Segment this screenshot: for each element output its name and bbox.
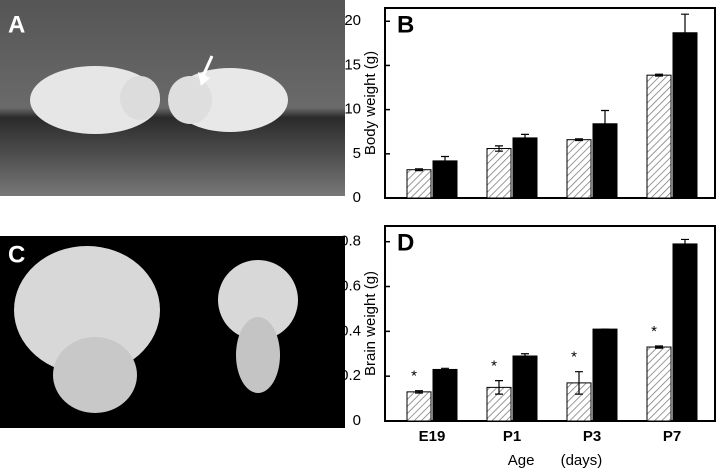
y-axis-label: Body weight (g) [362, 51, 379, 155]
annotation: * [651, 323, 657, 340]
y-tick-label: 0 [353, 189, 361, 206]
x-tick-label: E19 [419, 428, 446, 445]
annotation: * [411, 368, 417, 385]
bar [486, 148, 512, 199]
error-bar [681, 13, 689, 52]
panel-label: A [8, 11, 25, 38]
bar [672, 243, 698, 422]
bar [592, 328, 618, 422]
error-bar [575, 138, 583, 142]
x-tick-label: P1 [503, 428, 521, 445]
error-bar [441, 367, 449, 372]
bar [512, 137, 538, 199]
y-axis-label: Brain weight (g) [362, 271, 379, 376]
error-bar [575, 371, 583, 395]
bar [432, 160, 458, 199]
bar [432, 368, 458, 422]
bar [512, 355, 538, 422]
error-bar [601, 109, 609, 138]
error-bar [681, 238, 689, 250]
error-bar [495, 380, 503, 395]
error-bar [521, 133, 529, 143]
error-bar [441, 155, 449, 166]
error-bar [415, 390, 423, 394]
x-tick-label: P3 [583, 428, 601, 445]
error-bar [415, 168, 423, 172]
bar [672, 32, 698, 199]
plot-frame [384, 7, 716, 199]
y-tick-label: 0 [353, 412, 361, 429]
error-bar [655, 345, 663, 349]
error-bar [655, 73, 663, 77]
y-tick-label: 20 [344, 12, 361, 29]
y-tick-label: 10 [344, 101, 361, 118]
y-tick-label: 0.4 [340, 322, 361, 339]
bar [646, 346, 672, 422]
y-tick-label: 15 [344, 56, 361, 73]
y-tick-label: 0.8 [340, 233, 361, 250]
plot-frame [384, 225, 716, 422]
x-tick-label: P7 [663, 428, 681, 445]
x-axis-label: Age (days) [508, 452, 603, 469]
bar [406, 169, 432, 199]
y-tick-label: 0.6 [340, 277, 361, 294]
panel-title: B [397, 11, 414, 38]
panel-title: D [397, 229, 414, 256]
error-bar [495, 145, 503, 152]
annotation: * [571, 349, 577, 366]
bar [646, 74, 672, 199]
photo-a: A [0, 0, 345, 196]
y-tick-label: 5 [353, 145, 361, 162]
bar [406, 391, 432, 422]
bar [566, 139, 592, 199]
photo-c: C [0, 236, 345, 428]
y-tick-label: 0.2 [340, 367, 361, 384]
panel-label: C [8, 241, 25, 268]
error-bar [521, 353, 529, 359]
annotation: * [491, 358, 497, 375]
